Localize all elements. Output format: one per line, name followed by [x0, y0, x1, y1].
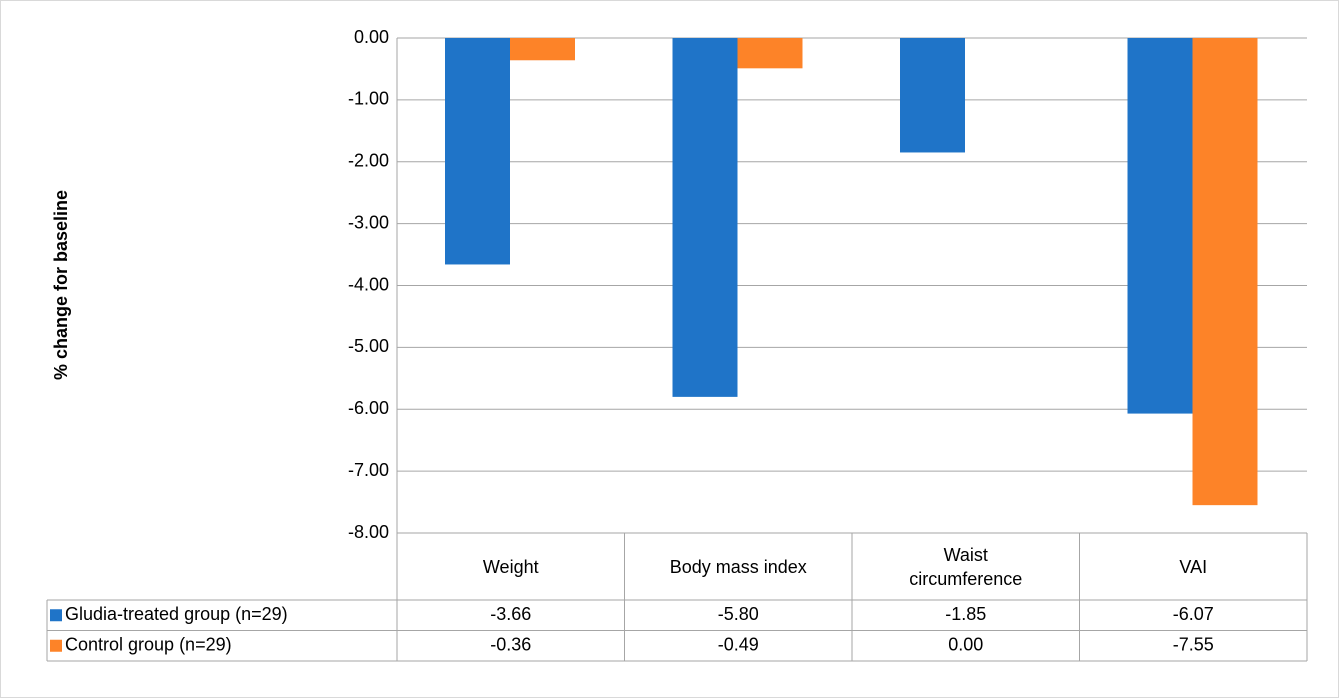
legend-label: Gludia-treated group (n=29) — [65, 604, 288, 624]
y-tick-label: 0.00 — [354, 27, 389, 47]
table-value: -1.85 — [945, 604, 986, 624]
y-tick-label: -3.00 — [348, 212, 389, 232]
table-value: -5.80 — [718, 604, 759, 624]
table-value: -7.55 — [1173, 635, 1214, 655]
legend-label: Control group (n=29) — [65, 635, 232, 655]
y-tick-label: -1.00 — [348, 89, 389, 109]
table-value: 0.00 — [948, 635, 983, 655]
category-label: Waist circumference — [909, 544, 1023, 589]
bar — [737, 38, 803, 69]
bar — [1127, 38, 1193, 414]
category-label: Body mass index — [669, 556, 807, 577]
bar — [510, 38, 575, 61]
table-value: -3.66 — [490, 604, 531, 624]
y-tick-label: -6.00 — [348, 398, 389, 418]
y-tick-label: -8.00 — [348, 522, 389, 542]
bar — [900, 38, 965, 153]
bar — [1192, 38, 1258, 506]
legend-key — [50, 639, 62, 652]
y-tick-label: -4.00 — [348, 274, 389, 294]
y-tick-label: -5.00 — [348, 336, 389, 356]
y-tick-label: -7.00 — [348, 460, 389, 480]
table-value: -0.49 — [718, 635, 759, 655]
legend-key — [50, 609, 62, 622]
bar — [672, 38, 738, 397]
table-value: -6.07 — [1173, 604, 1214, 624]
bar — [445, 38, 510, 265]
category-label: Weight — [482, 556, 539, 577]
y-tick-label: -2.00 — [348, 151, 389, 171]
category-label: VAI — [1179, 556, 1208, 577]
table-value: -0.36 — [490, 635, 531, 655]
y-axis-label: % change for baseline — [51, 190, 71, 380]
